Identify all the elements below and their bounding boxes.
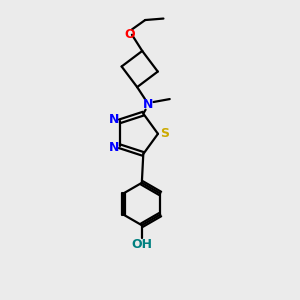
Text: OH: OH bbox=[131, 238, 152, 251]
Text: N: N bbox=[109, 113, 119, 126]
Text: N: N bbox=[143, 98, 154, 111]
Text: O: O bbox=[124, 28, 135, 41]
Text: S: S bbox=[160, 127, 169, 140]
Text: N: N bbox=[109, 141, 119, 154]
